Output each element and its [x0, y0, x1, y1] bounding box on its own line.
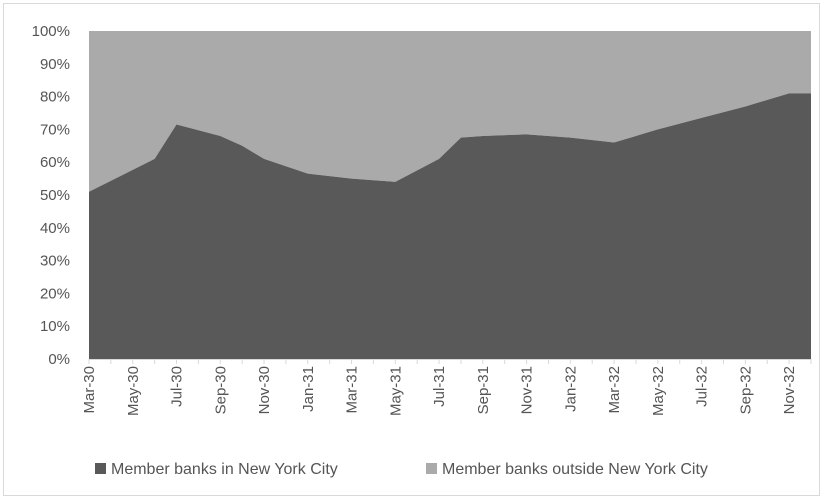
- x-tick-label: Sep-31: [475, 366, 492, 414]
- x-tick-label: Sep-30: [212, 366, 229, 414]
- y-tick-label: 100%: [32, 23, 70, 40]
- y-tick-label: 20%: [40, 285, 70, 302]
- x-tick-label: May-30: [125, 366, 142, 416]
- x-tick-label: Jul-30: [169, 366, 186, 407]
- area-series-nyc: [89, 93, 811, 359]
- legend-label-nyc: Member banks in New York City: [111, 461, 338, 478]
- y-tick-label: 60%: [40, 154, 70, 171]
- x-tick-label: Jul-31: [431, 366, 448, 407]
- legend-swatch-nyc: [95, 463, 106, 474]
- x-tick-label: Jul-32: [694, 366, 711, 407]
- y-tick-label: 80%: [40, 89, 70, 106]
- x-tick-label: Nov-31: [519, 366, 536, 414]
- y-tick-label: 50%: [40, 187, 70, 204]
- y-tick-label: 90%: [40, 56, 70, 73]
- legend-swatch-outside: [426, 463, 437, 474]
- x-tick-label: Sep-32: [737, 366, 754, 414]
- y-axis-ticks: 0% 10% 20% 30% 40% 50% 60% 70% 80% 90% 100%: [32, 23, 70, 368]
- y-tick-label: 30%: [40, 253, 70, 270]
- area-series-outside-nyc: [89, 31, 811, 192]
- x-tick-label: Nov-32: [781, 366, 798, 414]
- x-tick-label: May-32: [650, 366, 667, 416]
- y-tick-label: 10%: [40, 318, 70, 335]
- x-tick-label: Nov-30: [256, 366, 273, 414]
- x-tick-label: Mar-31: [344, 366, 361, 414]
- y-tick-label: 40%: [40, 220, 70, 237]
- y-tick-label: 0%: [48, 351, 70, 368]
- legend-label-outside: Member banks outside New York City: [442, 461, 708, 478]
- x-tick-label: May-31: [387, 366, 404, 416]
- plot-areas: [89, 31, 811, 359]
- x-tick-label: Jan-32: [562, 366, 579, 412]
- x-tick-label: Mar-32: [606, 366, 623, 414]
- y-tick-label: 70%: [40, 121, 70, 138]
- x-axis-ticks: Mar-30 May-30 Jul-30 Sep-30 Nov-30 Jan-31 Mar-…: [81, 359, 812, 416]
- legend: Member banks in New York City Member ban…: [95, 461, 708, 478]
- x-tick-label: Jan-31: [300, 366, 317, 412]
- x-tick-label: Mar-30: [81, 366, 98, 414]
